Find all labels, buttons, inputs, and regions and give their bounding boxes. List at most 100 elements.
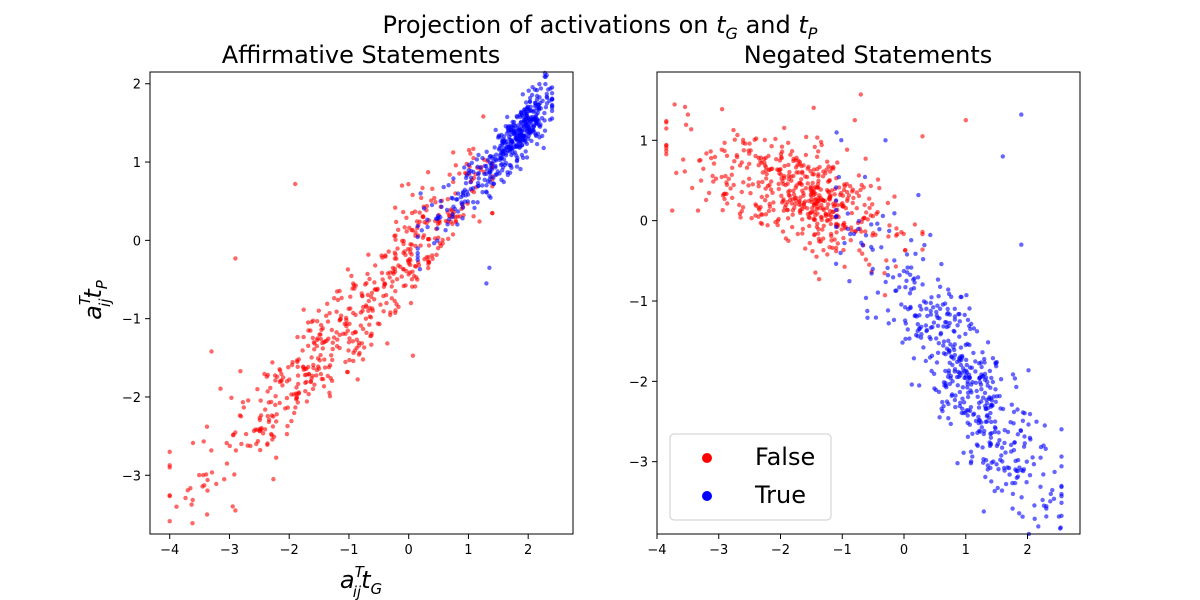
- scatter-point-true: [909, 382, 914, 387]
- scatter-point-true: [941, 324, 946, 329]
- scatter-point-false: [712, 154, 718, 160]
- scatter-point-true: [484, 189, 489, 194]
- scatter-point-false: [345, 328, 350, 333]
- scatter-point-false: [840, 193, 846, 198]
- scatter-point-false: [756, 180, 761, 185]
- scatter-point-true: [1027, 411, 1033, 417]
- scatter-point-false: [373, 287, 378, 292]
- scatter-point-false: [873, 232, 878, 237]
- scatter-point-true: [534, 97, 540, 102]
- scatter-point-false: [748, 148, 753, 153]
- scatter-point-true: [952, 369, 957, 374]
- scatter-point-true: [999, 453, 1004, 458]
- scatter-point-true: [976, 414, 981, 420]
- scatter-point-false: [426, 261, 431, 267]
- scatter-point-false: [335, 337, 340, 342]
- scatter-point-true: [487, 265, 492, 270]
- scatter-point-false: [722, 148, 727, 154]
- scatter-point-false: [330, 357, 335, 363]
- scatter-point-true: [947, 312, 952, 317]
- scatter-point-false: [854, 190, 859, 195]
- scatter-point-false: [730, 165, 735, 170]
- scatter-point-false: [882, 293, 888, 298]
- scatter-point-false: [338, 313, 344, 318]
- scatter-point-true: [945, 306, 950, 312]
- scatter-point-true: [903, 321, 908, 326]
- scatter-point-true: [983, 474, 988, 480]
- scatter-point-false: [372, 280, 377, 285]
- scatter-point-false: [894, 226, 899, 231]
- scatter-point-false: [826, 179, 831, 184]
- scatter-point-false: [274, 374, 280, 379]
- scatter-point-false: [674, 170, 679, 176]
- scatter-point-true: [931, 320, 937, 325]
- scatter-point-true: [518, 114, 523, 120]
- scatter-point-true: [468, 175, 474, 180]
- scatter-point-false: [779, 144, 785, 149]
- scatter-point-false: [791, 192, 797, 197]
- scatter-point-false: [756, 184, 761, 189]
- scatter-point-true: [949, 354, 954, 359]
- scatter-point-true: [455, 209, 461, 214]
- scatter-point-false: [732, 137, 737, 142]
- scatter-point-false: [732, 159, 737, 164]
- scatter-point-true: [526, 131, 532, 136]
- scatter-point-false: [447, 172, 452, 177]
- scatter-point-false: [698, 178, 704, 183]
- scatter-point-true: [1012, 440, 1017, 445]
- scatter-point-false: [354, 337, 359, 342]
- scatter-point-true: [907, 336, 912, 341]
- scatter-point-true: [958, 373, 963, 378]
- scatter-point-false: [289, 362, 295, 368]
- scatter-point-true: [952, 317, 958, 322]
- scatter-point-false: [731, 182, 736, 188]
- scatter-point-false: [809, 209, 815, 215]
- scatter-point-true: [514, 144, 520, 149]
- scatter-point-false: [804, 174, 810, 180]
- scatter-point-false: [815, 135, 820, 140]
- scatter-point-false: [406, 272, 411, 277]
- scatter-point-false: [786, 140, 791, 145]
- scatter-point-false: [720, 208, 725, 213]
- scatter-point-false: [698, 158, 703, 163]
- scatter-point-true: [476, 170, 481, 176]
- scatter-point-true: [475, 164, 480, 169]
- scatter-point-true: [1052, 469, 1057, 475]
- scatter-point-true: [903, 336, 908, 342]
- scatter-point-false: [360, 326, 366, 332]
- scatter-point-true: [1002, 468, 1007, 473]
- scatter-point-true: [532, 87, 538, 92]
- scatter-point-false: [399, 274, 404, 279]
- scatter-point-false: [434, 252, 439, 257]
- scatter-point-false: [798, 203, 804, 208]
- scatter-point-false: [357, 350, 362, 356]
- scatter-point-false: [796, 170, 801, 175]
- scatter-point-false: [683, 122, 689, 128]
- scatter-point-true: [962, 368, 967, 374]
- scatter-point-false: [445, 197, 450, 202]
- scatter-point-false: [294, 385, 299, 390]
- negated-ticks: −4 −3 −2 −1 0 1 2 −3 −2 −1 0 1: [629, 134, 1032, 558]
- scatter-point-true: [989, 460, 994, 465]
- scatter-point-false: [321, 384, 327, 389]
- scatter-point-false: [682, 169, 687, 174]
- scatter-point-false: [816, 277, 822, 282]
- scatter-point-false: [369, 342, 374, 347]
- scatter-point-false: [361, 304, 366, 310]
- scatter-point-true: [519, 134, 524, 140]
- scatter-point-false: [400, 238, 405, 244]
- scatter-point-false: [310, 373, 315, 378]
- scatter-point-false: [410, 192, 415, 198]
- scatter-point-false: [265, 441, 270, 446]
- scatter-point-true: [1048, 491, 1054, 497]
- scatter-point-false: [326, 336, 331, 341]
- scatter-point-false: [257, 417, 263, 423]
- scatter-point-true: [943, 368, 948, 374]
- scatter-point-true: [506, 127, 512, 133]
- negated-y-tick-label: −1: [629, 295, 648, 310]
- scatter-point-false: [265, 413, 270, 419]
- scatter-point-false: [399, 183, 405, 188]
- scatter-point-false: [706, 190, 712, 196]
- scatter-point-false: [760, 212, 765, 217]
- scatter-point-false: [205, 488, 210, 493]
